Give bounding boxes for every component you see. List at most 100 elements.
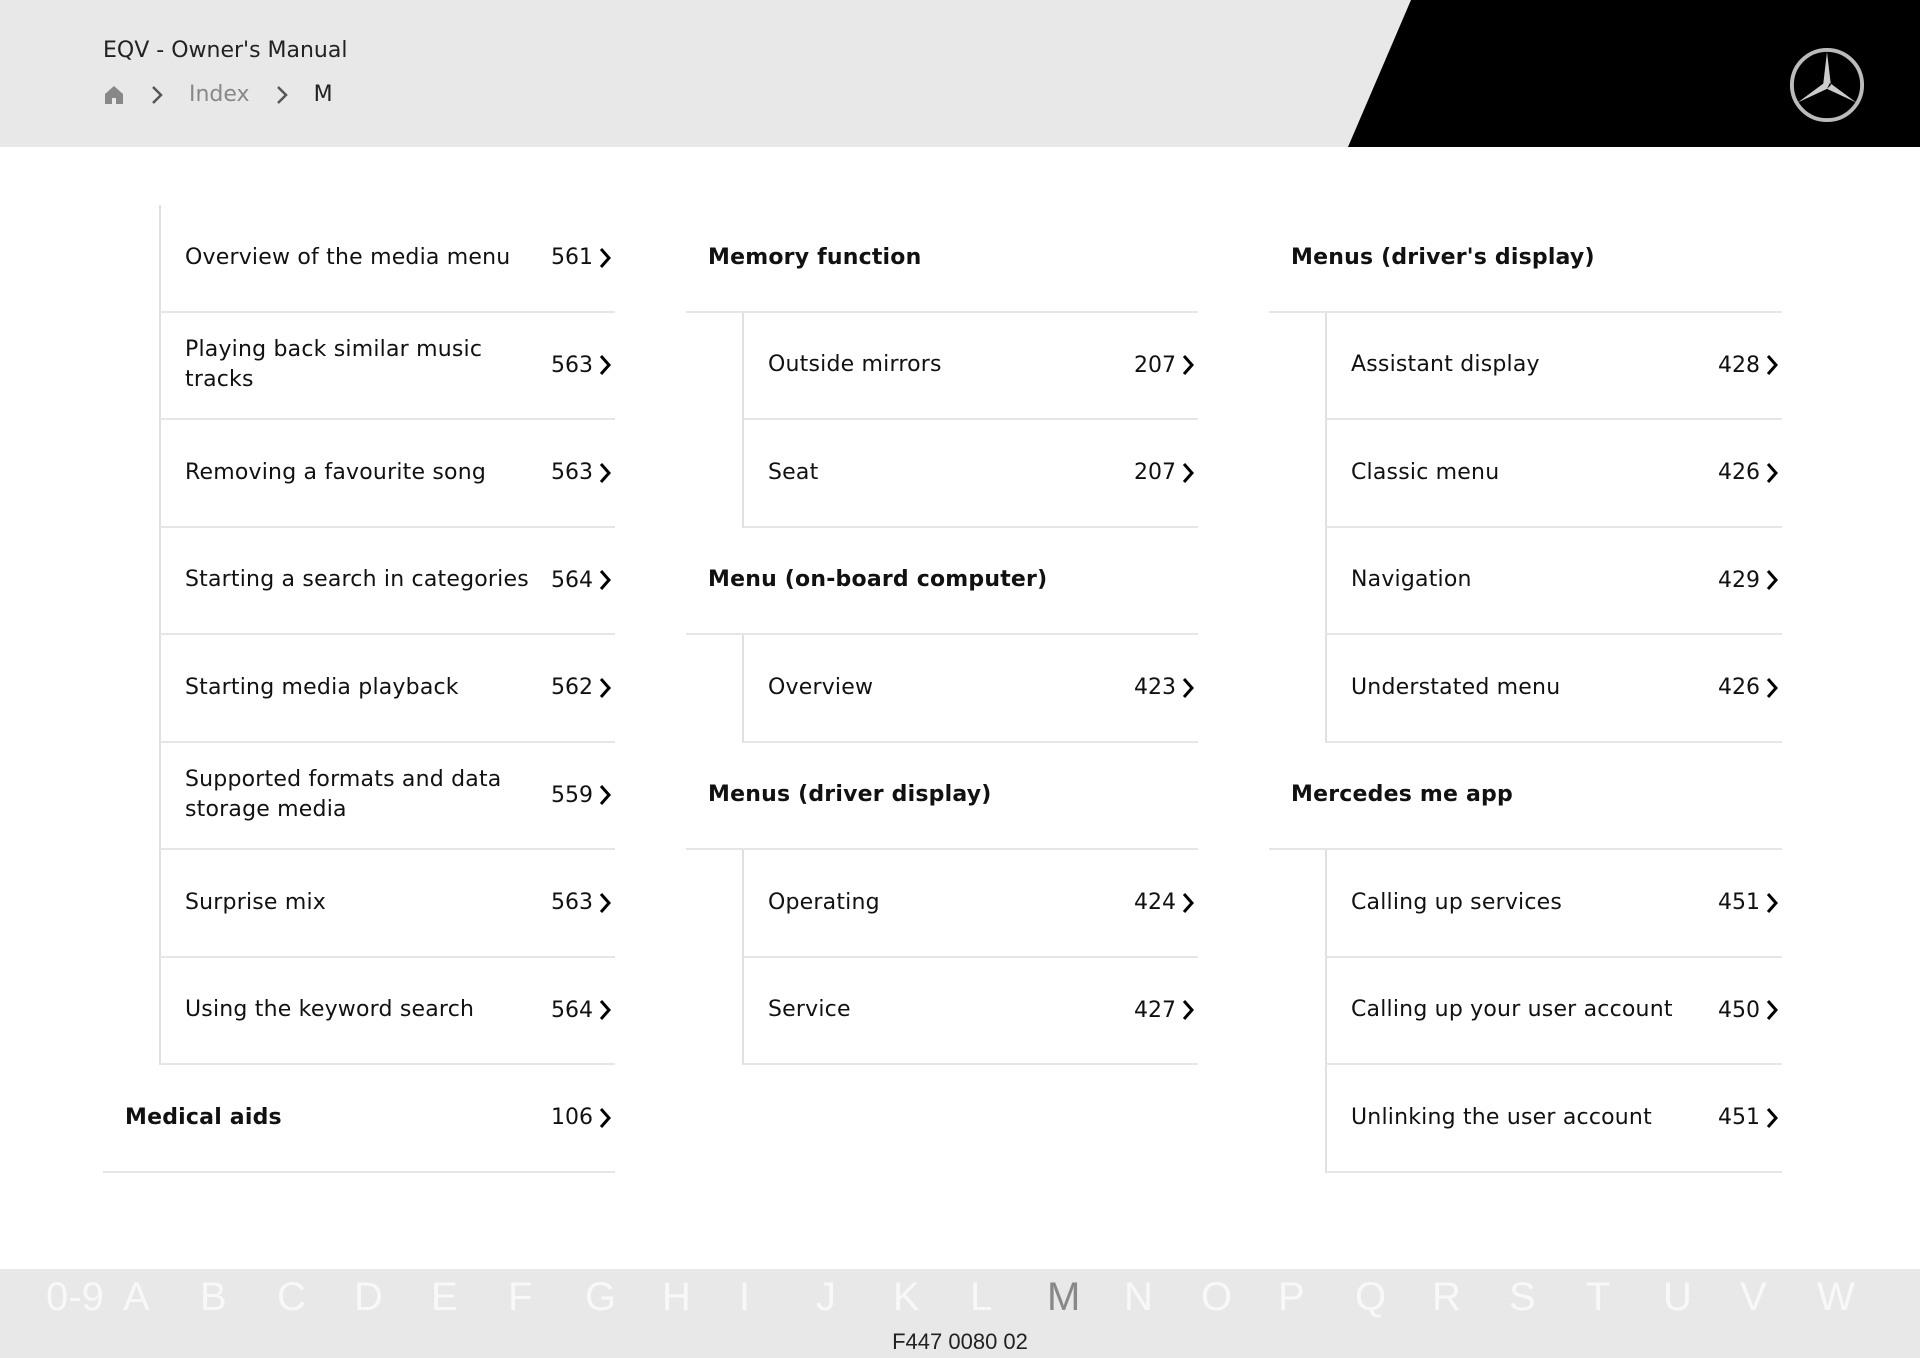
page-link[interactable]: 564: [551, 568, 611, 593]
page-link[interactable]: 106: [551, 1105, 611, 1130]
index-entry-row[interactable]: Outside mirrors 207: [742, 312, 1198, 420]
page-link[interactable]: 563: [551, 460, 611, 485]
page-number: 450: [1718, 997, 1760, 1023]
letter-link[interactable]: G: [585, 1275, 617, 1319]
page-link[interactable]: 426: [1718, 460, 1778, 485]
letter-link[interactable]: W: [1817, 1275, 1855, 1319]
page-link[interactable]: 562: [551, 675, 611, 700]
letter-link[interactable]: M: [1047, 1275, 1081, 1319]
letter-link[interactable]: C: [277, 1275, 306, 1319]
chevron-right-icon: [599, 462, 611, 483]
letter-link[interactable]: P: [1278, 1275, 1305, 1319]
chevron-right-icon: [1766, 1000, 1778, 1021]
chevron-right-icon: [1766, 355, 1778, 376]
page-link[interactable]: 428: [1718, 353, 1778, 378]
index-entry-row[interactable]: Overview of the media menu 561: [159, 205, 615, 313]
index-entry-row[interactable]: Starting media playback 562: [159, 635, 615, 743]
entry-label: Starting a search in categories: [185, 567, 529, 593]
home-icon[interactable]: [103, 84, 125, 106]
entry-label: Assistant display: [1351, 352, 1540, 378]
chevron-right-icon: [1766, 1107, 1778, 1128]
index-entry-row[interactable]: Assistant display 428: [1325, 312, 1782, 420]
entry-label: Navigation: [1351, 567, 1472, 593]
letter-link[interactable]: O: [1201, 1275, 1233, 1319]
index-entry-row[interactable]: Navigation 429: [1325, 527, 1782, 635]
page-link[interactable]: 450: [1718, 998, 1778, 1023]
index-entry-row[interactable]: Understated menu 426: [1325, 635, 1782, 743]
letter-link[interactable]: 0-9: [46, 1275, 104, 1319]
index-entry-row[interactable]: Removing a favourite song 563: [159, 420, 615, 528]
letter-link[interactable]: T: [1586, 1275, 1611, 1319]
letter-link[interactable]: E: [431, 1275, 458, 1319]
index-entry-row[interactable]: Using the keyword search 564: [159, 957, 615, 1065]
page-link[interactable]: 561: [551, 245, 611, 270]
page-link[interactable]: 451: [1718, 1105, 1778, 1130]
index-heading-row: Menus (driver display): [686, 743, 1198, 850]
letter-link[interactable]: H: [662, 1275, 691, 1319]
index-entry-row[interactable]: Supported formats and data storage media…: [159, 742, 615, 850]
page-link[interactable]: 427: [1134, 998, 1194, 1023]
page-number: 106: [551, 1105, 593, 1131]
page-link[interactable]: 207: [1134, 353, 1194, 378]
page-link[interactable]: 424: [1134, 890, 1194, 915]
breadcrumb-current: M: [313, 82, 333, 107]
letter-link[interactable]: F: [508, 1275, 533, 1319]
page-link[interactable]: 423: [1134, 675, 1194, 700]
index-entry-row[interactable]: Operating 424: [742, 850, 1198, 958]
chevron-right-icon: [599, 1107, 611, 1128]
index-entry-row[interactable]: Overview 423: [742, 635, 1198, 743]
page-link[interactable]: 564: [551, 998, 611, 1023]
page-link[interactable]: 207: [1134, 460, 1194, 485]
chevron-right-icon: [1182, 1000, 1194, 1021]
index-heading-row[interactable]: Medical aids 106: [103, 1065, 615, 1173]
mercedes-star-logo[interactable]: [1788, 46, 1866, 124]
index-entry-row[interactable]: Unlinking the user account 451: [1325, 1065, 1782, 1173]
letter-link[interactable]: J: [816, 1275, 836, 1319]
page-link[interactable]: 563: [551, 353, 611, 378]
letter-link[interactable]: R: [1432, 1275, 1461, 1319]
letter-link[interactable]: L: [970, 1275, 993, 1319]
index-entry-row[interactable]: Service 427: [742, 957, 1198, 1065]
letter-link[interactable]: V: [1740, 1275, 1767, 1319]
chevron-right-icon: [151, 85, 163, 105]
letter-link[interactable]: D: [354, 1275, 383, 1319]
letter-link[interactable]: I: [739, 1275, 751, 1319]
chevron-right-icon: [599, 892, 611, 913]
index-entry-row[interactable]: Playing back similar music tracks 563: [159, 312, 615, 420]
entry-label: Supported formats and data storage media: [185, 767, 502, 823]
entry-label: Calling up services: [1351, 889, 1563, 915]
page-link[interactable]: 451: [1718, 890, 1778, 915]
chevron-right-icon: [1182, 355, 1194, 376]
chevron-right-icon: [599, 570, 611, 591]
page-number: 207: [1134, 460, 1176, 486]
page-link[interactable]: 429: [1718, 568, 1778, 593]
letter-link[interactable]: B: [200, 1275, 227, 1319]
letter-link[interactable]: N: [1124, 1275, 1153, 1319]
entry-label: Classic menu: [1351, 459, 1500, 485]
breadcrumb-index[interactable]: Index: [189, 82, 250, 107]
page-link[interactable]: 426: [1718, 675, 1778, 700]
index-entry-row[interactable]: Calling up your user account 450: [1325, 957, 1782, 1065]
page-link[interactable]: 563: [551, 890, 611, 915]
index-entry-row[interactable]: Calling up services 451: [1325, 850, 1782, 958]
index-entry-row[interactable]: Surprise mix 563: [159, 850, 615, 958]
letter-link[interactable]: Q: [1355, 1275, 1387, 1319]
entry-label: Overview of the media menu: [185, 244, 511, 270]
index-entry-row[interactable]: Classic menu 426: [1325, 420, 1782, 528]
entry-label: Starting media playback: [185, 674, 459, 700]
index-entry-row[interactable]: Seat 207: [742, 420, 1198, 528]
index-column-2: Memory function Outside mirrors 207 Seat 207…: [686, 205, 1198, 1065]
chevron-right-icon: [599, 677, 611, 698]
letter-link[interactable]: U: [1663, 1275, 1692, 1319]
letter-link[interactable]: A: [123, 1275, 150, 1319]
entry-label: Removing a favourite song: [185, 459, 487, 485]
page-number: 564: [551, 567, 593, 593]
page-number: 562: [551, 675, 593, 701]
page-link[interactable]: 559: [551, 783, 611, 808]
index-entry-row[interactable]: Starting a search in categories 564: [159, 527, 615, 635]
page-number: 564: [551, 997, 593, 1023]
page-number: 207: [1134, 352, 1176, 378]
entry-label: Service: [768, 997, 851, 1023]
letter-link[interactable]: S: [1509, 1275, 1536, 1319]
letter-link[interactable]: K: [893, 1275, 920, 1319]
